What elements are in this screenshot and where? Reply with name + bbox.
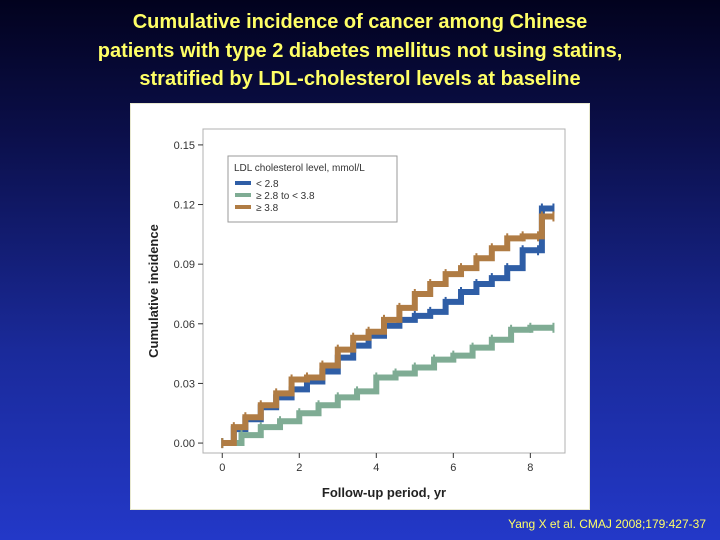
series-2: [221, 322, 555, 449]
y-axis: 0.00 0.03 0.06 0.09 0.12 0.15: [174, 140, 203, 450]
y-tick-label: 0.03: [174, 378, 195, 390]
x-tick-label: 4: [373, 462, 379, 474]
citation: Yang X et al. CMAJ 2008;179:427-37: [508, 517, 706, 531]
x-tick-label: 2: [296, 462, 302, 474]
y-axis-label: Cumulative incidence: [146, 224, 161, 358]
y-tick-label: 0.15: [174, 140, 195, 152]
slide-title-line-2: patients with type 2 diabetes mellitus n…: [97, 39, 623, 62]
x-tick-label: 8: [527, 462, 533, 474]
series-3: [221, 211, 555, 449]
y-tick-label: 0.12: [174, 200, 195, 212]
legend-label: < 2.8: [256, 179, 279, 190]
legend-title: LDL cholesterol level, mmol/L: [234, 163, 365, 174]
y-tick-label: 0.06: [174, 319, 195, 331]
y-tick-label: 0.09: [174, 259, 195, 271]
legend-label: ≥ 3.8: [256, 203, 279, 214]
slide-title-line-3: stratified by LDL-cholesterol levels at …: [139, 68, 581, 90]
x-axis-label: Follow-up period, yr: [322, 485, 446, 500]
slide-title: Cumulative incidence of cancer among Chi…: [0, 8, 720, 94]
series-layer: [221, 203, 555, 449]
x-tick-label: 6: [450, 462, 456, 474]
legend-items: < 2.8≥ 2.8 to < 3.8≥ 3.8: [235, 179, 315, 214]
incidence-chart: 0.00 0.03 0.06 0.09 0.12 0.15 0 2 4 6 8 Follow-up…: [146, 128, 566, 500]
legend-label: ≥ 2.8 to < 3.8: [256, 191, 315, 202]
x-axis: 0 2 4 6 8: [219, 453, 533, 474]
figure-panel: 0.00 0.03 0.06 0.09 0.12 0.15 0 2 4 6 8 Follow-up…: [130, 103, 590, 510]
y-tick-label: 0.00: [174, 438, 195, 450]
legend: LDL cholesterol level, mmol/L < 2.8≥ 2.8…: [227, 155, 398, 223]
legend-box: [227, 155, 398, 223]
slide-title-line-1: Cumulative incidence of cancer among Chi…: [132, 11, 588, 33]
x-tick-label: 0: [219, 462, 225, 474]
